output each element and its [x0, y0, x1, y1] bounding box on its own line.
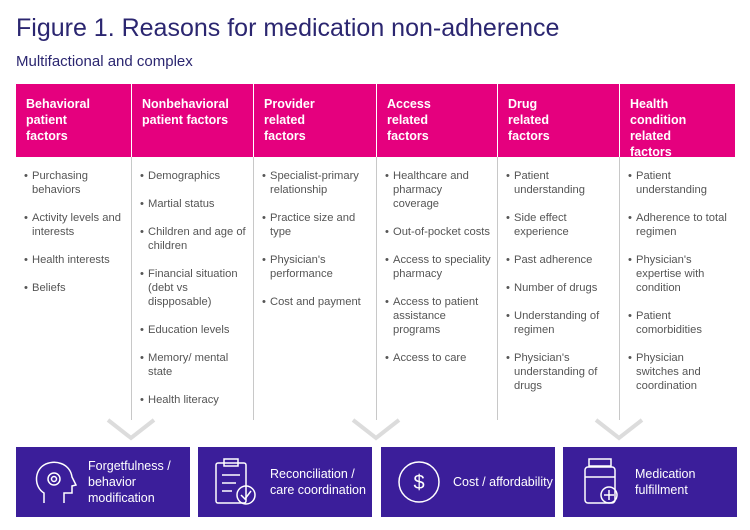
column-header: Drug related factors — [497, 84, 619, 157]
list-item: Martial status — [140, 197, 247, 211]
list-item: Cost and payment — [262, 295, 370, 309]
item-list: Demographics Martial status Children and a… — [132, 157, 253, 407]
column-header: Behavioral patient factors — [16, 84, 131, 157]
column-header: Nonbehavioral patient factors — [131, 84, 253, 157]
outcome-label: Forgetfulness / behavior modification — [88, 459, 171, 505]
list-item: Demographics — [140, 169, 247, 183]
list-item: Physician's performance — [262, 253, 370, 281]
list-item: Children and age of children — [140, 225, 247, 253]
title: Figure 1. Reasons for medication non-adh… — [16, 14, 560, 42]
list-item: Access to care — [385, 351, 491, 365]
list-item: Out-of-pocket costs — [385, 225, 491, 239]
outcome-box: $ Cost / affordability — [381, 447, 555, 517]
item-list: Healthcare and pharmacy coverage Out-of-p… — [377, 157, 497, 365]
list-item: Practice size and type — [262, 211, 370, 239]
column: Health condition related factorsPatient … — [619, 84, 735, 420]
item-list: Purchasing behaviors Activity levels and … — [16, 157, 131, 295]
list-item: Patient comorbidities — [628, 309, 729, 337]
list-item: Physician's expertise with condition — [628, 253, 729, 295]
list-item: Number of drugs — [506, 281, 613, 295]
column: Access related factors Healthcare and pha… — [376, 84, 497, 420]
column-header: Access related factors — [376, 84, 497, 157]
column-header-text: Behavioral patient factors — [26, 97, 90, 143]
list-item: Purchasing behaviors — [24, 169, 125, 197]
list-item: Understanding of regimen — [506, 309, 613, 337]
list-item: Access to speciality pharmacy — [385, 253, 491, 281]
icon — [35, 461, 78, 503]
list-item: Beliefs — [24, 281, 125, 295]
subtitle: Multifactional and complex — [16, 53, 193, 70]
list-item: Health interests — [24, 253, 125, 267]
list-item: Adherence to total regimen — [628, 211, 729, 239]
list-item: Financial situation (debt vs dispposable… — [140, 267, 247, 309]
list-item: Healthcare and pharmacy coverage — [385, 169, 491, 211]
list-item: Education levels — [140, 323, 247, 337]
column-header: Health condition related factors — [619, 84, 735, 159]
outcome-box: Reconciliation / care coordination — [198, 447, 372, 517]
column: Provider related factors Specialist-prima… — [253, 84, 376, 420]
column-header-text: Health condition related factors — [630, 97, 687, 159]
list-item: Health literacy — [140, 393, 247, 407]
list-item: Side effect experience — [506, 211, 613, 239]
list-item: Patient understanding — [628, 169, 729, 197]
column-header-text: Provider related factors — [264, 97, 315, 143]
icon: $ — [398, 461, 440, 503]
column: Drug related factors Patient understandin… — [497, 84, 619, 420]
svg-text:$: $ — [413, 472, 424, 494]
outcome-box: Medication fulfillment — [563, 447, 737, 517]
outcome-label: Medication fulfillment — [635, 467, 696, 497]
column: Behavioral patient factors Purchasing beh… — [16, 84, 131, 420]
list-item: Physician switches and coordination — [628, 351, 729, 393]
icon — [215, 458, 256, 505]
header-band — [16, 84, 735, 157]
item-list: Patient understanding Adherence to total … — [620, 157, 735, 393]
column-header-text: Access related factors — [387, 97, 431, 143]
outcome-label: Reconciliation / care coordination — [270, 467, 366, 497]
list-item: Physician's understanding of drugs — [506, 351, 613, 393]
list-item: Access to patient assistance programs — [385, 295, 491, 337]
list-item: Patient understanding — [506, 169, 613, 197]
column-header: Provider related factors — [253, 84, 376, 157]
icon — [584, 458, 618, 504]
outcome-label: Cost / affordability — [453, 475, 553, 489]
item-list: Specialist-primary relationship Practice … — [254, 157, 376, 309]
list-item: Memory/ mental state — [140, 351, 247, 379]
list-item: Activity levels and interests — [24, 211, 125, 239]
column-header-text: Drug related factors — [508, 97, 550, 143]
column: Nonbehavioral patient factors Demographic… — [131, 84, 253, 420]
column-header-text: Nonbehavioral patient factors — [142, 97, 229, 127]
item-list: Patient understanding Side effect experie… — [498, 157, 619, 393]
list-item: Specialist-primary relationship — [262, 169, 370, 197]
list-item: Past adherence — [506, 253, 613, 267]
outcome-box: Forgetfulness / behavior modification — [16, 447, 190, 517]
